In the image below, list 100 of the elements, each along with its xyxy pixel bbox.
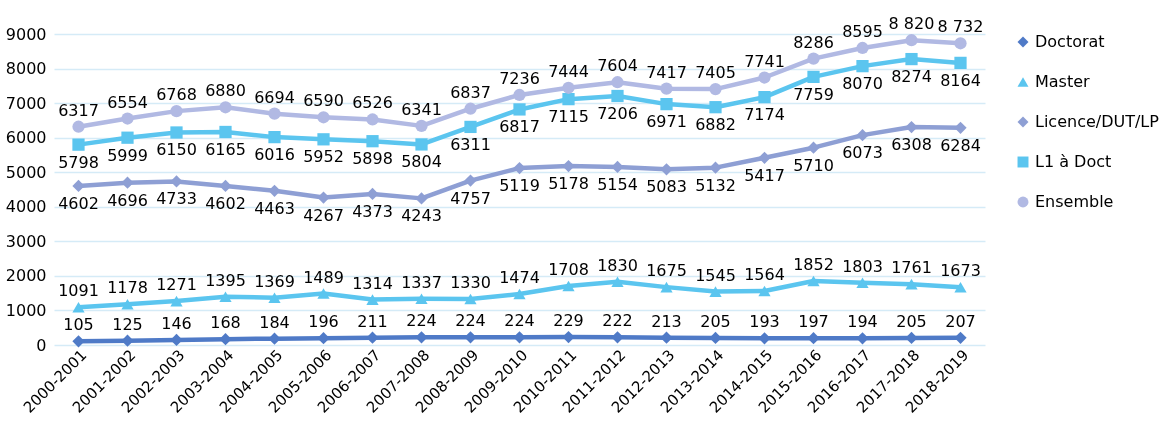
point — [415, 119, 428, 132]
point — [415, 138, 428, 151]
data-label: 5804 — [401, 152, 442, 172]
data-label: 4733 — [156, 189, 197, 209]
point — [758, 90, 771, 104]
point — [807, 70, 820, 84]
data-label: 1395 — [205, 270, 246, 290]
point — [660, 97, 673, 111]
point — [856, 277, 869, 288]
point — [905, 278, 918, 290]
point — [562, 280, 575, 292]
y-tick-label: 0 — [36, 335, 47, 355]
y-tick-label: 9000 — [5, 24, 47, 44]
y-tick-label: 8000 — [5, 59, 47, 79]
point — [709, 286, 722, 297]
point — [905, 34, 918, 47]
legend-label: Licence/DUT/LP — [1035, 112, 1160, 131]
data-label: 6882 — [695, 115, 736, 135]
point — [268, 130, 281, 144]
data-label: 5132 — [695, 175, 736, 195]
point — [856, 41, 869, 55]
data-label: 193 — [749, 312, 780, 332]
point — [611, 89, 624, 103]
data-label: 5154 — [597, 174, 638, 194]
y-tick-label: 3000 — [5, 231, 47, 251]
point — [72, 120, 85, 133]
data-label: 6768 — [156, 85, 197, 105]
point — [366, 135, 379, 148]
legend-label: L1 à Doct — [1035, 152, 1112, 171]
data-label: 6308 — [891, 135, 932, 155]
data-label: 211 — [357, 311, 388, 331]
data-label: 1314 — [352, 273, 393, 293]
point — [611, 276, 624, 288]
data-label: 146 — [161, 313, 192, 333]
data-label: 8 820 — [888, 14, 935, 34]
point — [317, 111, 330, 124]
data-label: 4757 — [450, 188, 491, 208]
data-label: 7405 — [695, 63, 736, 83]
data-label: 8070 — [842, 74, 883, 94]
data-label: 5710 — [793, 155, 834, 175]
data-label: 205 — [896, 311, 927, 331]
data-label: 6880 — [205, 81, 246, 101]
data-label: 6817 — [499, 117, 540, 137]
y-tick-label: 2000 — [5, 266, 47, 286]
data-label: 7174 — [744, 105, 785, 125]
data-label: 196 — [308, 312, 339, 332]
point — [366, 113, 379, 126]
data-label: 222 — [602, 311, 633, 331]
legend-label: Ensemble — [1035, 192, 1114, 211]
point — [954, 37, 967, 50]
data-label: 7206 — [597, 103, 638, 123]
point — [709, 331, 722, 345]
point — [905, 331, 918, 345]
point — [464, 102, 477, 115]
y-tick-label: 1000 — [5, 300, 47, 320]
data-label: 8595 — [842, 21, 883, 41]
point — [464, 174, 477, 187]
data-label: 4373 — [352, 201, 393, 221]
point — [905, 120, 918, 134]
data-label: 197 — [798, 312, 829, 332]
point — [317, 133, 330, 146]
data-label: 194 — [847, 312, 878, 332]
point — [219, 291, 232, 303]
point — [905, 52, 918, 66]
point — [415, 293, 428, 305]
data-label: 125 — [112, 314, 143, 334]
data-label: 5898 — [352, 149, 393, 169]
point — [611, 160, 624, 174]
point — [513, 103, 526, 116]
point — [513, 88, 526, 102]
data-label: 1708 — [548, 259, 589, 279]
data-label: 1489 — [303, 267, 344, 287]
data-label: 1337 — [401, 272, 442, 292]
data-label: 8164 — [940, 70, 981, 90]
data-label: 1852 — [793, 255, 834, 274]
point — [268, 107, 281, 120]
data-label: 1369 — [254, 271, 295, 291]
point — [219, 101, 232, 114]
data-label: 8286 — [793, 32, 834, 52]
data-label: 5178 — [548, 174, 589, 194]
data-label: 1330 — [450, 273, 491, 293]
data-label: 8 732 — [937, 17, 984, 37]
data-label: 6341 — [401, 99, 442, 119]
point — [807, 275, 820, 287]
point — [758, 151, 771, 164]
data-label: 5083 — [646, 177, 687, 197]
data-label: 1675 — [646, 261, 687, 281]
point — [219, 125, 232, 139]
point — [170, 105, 183, 118]
point — [464, 120, 477, 134]
point — [366, 294, 379, 305]
legend-label: Doctorat — [1035, 32, 1105, 51]
point — [856, 129, 869, 142]
data-label: 7759 — [793, 84, 834, 104]
data-label: 6317 — [58, 100, 99, 120]
point — [660, 281, 673, 293]
point — [709, 101, 722, 114]
y-tick-label: 7000 — [5, 93, 47, 113]
data-label: 6016 — [254, 145, 295, 165]
point — [758, 71, 771, 84]
